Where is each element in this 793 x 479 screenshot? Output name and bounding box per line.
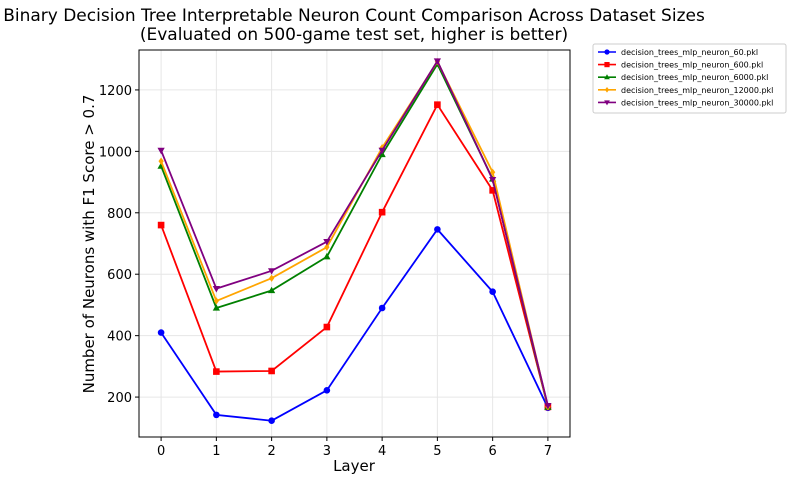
data-point [213,368,220,375]
data-point [378,147,386,155]
data-point [267,268,276,275]
data-point [323,323,331,331]
data-point [434,101,441,108]
x-tick-label: 3 [323,444,331,459]
series-1 [157,101,552,411]
legend-entry-label: decision_trees_mlp_neuron_12000.pkl [621,86,773,95]
y-tick-label: 400 [107,330,132,345]
data-point [213,411,220,419]
legend-entry-label: decision_trees_mlp_neuron_60.pkl [621,48,758,57]
series-4 [157,58,552,410]
data-point [268,367,275,375]
x-tick-label: 0 [157,444,165,459]
data-point [157,147,165,155]
x-tick-label: 7 [544,444,552,459]
y-tick-label: 800 [107,207,132,222]
data-point [489,187,496,194]
y-tick-label: 1000 [99,145,132,160]
series-0 [157,226,552,425]
data-point [158,157,164,165]
chart-title: Binary Decision Tree Interpretable Neuro… [3,6,705,26]
data-point [433,58,442,65]
data-point [267,286,276,294]
legend: decision_trees_mlp_neuron_60.pkl decision… [592,43,787,114]
data-point [489,288,496,296]
x-tick-label: 1 [212,444,220,459]
legend-swatch-marker [604,74,610,80]
legend-swatch-marker [604,49,610,55]
legend-swatch-marker [604,86,610,93]
legend-swatch-marker [604,62,610,68]
data-point [212,304,220,311]
x-tick-label: 5 [433,444,441,459]
series-line [160,102,549,408]
y-tick-label: 600 [107,268,132,283]
data-point [490,168,496,176]
data-point [157,329,165,336]
data-point [157,221,165,229]
data-point [378,304,386,312]
ticks: 0 1 2 3 4 5 6 7 200 400 600 800 1000 1200 [99,84,552,459]
legend-entry-label: decision_trees_mlp_neuron_600.pkl [621,61,763,70]
legend-box [592,43,787,114]
series-line [160,59,549,408]
legend-swatch-marker [604,100,610,106]
data-point [212,286,220,293]
data-point [323,252,331,260]
data-point [323,387,331,394]
y-axis-label: Number of Neurons with F1 Score > 0.7 [80,95,98,394]
data-point [324,243,330,251]
y-tick-label: 200 [107,391,132,406]
x-tick-label: 4 [378,444,386,459]
legend-entry-label: decision_trees_mlp_neuron_30000.pkl [621,98,773,107]
data-point [323,239,331,246]
series-layer [157,58,552,425]
data-point [268,274,275,282]
legend-entry-label: decision_trees_mlp_neuron_6000.pkl [621,73,768,82]
x-tick-label: 6 [489,444,497,459]
data-point [489,176,497,184]
series-line [160,59,549,406]
chart-subtitle: (Evaluated on 500-game test set, higher … [140,25,568,45]
series-line [160,62,549,408]
data-point [378,208,386,216]
data-point [268,417,275,425]
x-tick-label: 2 [267,444,275,459]
data-point [434,226,441,233]
data-point [213,297,219,305]
series-3 [158,58,551,411]
data-point [544,403,552,410]
y-tick-label: 1200 [99,84,132,99]
series-line [160,227,549,422]
plot-area-frame [138,49,571,438]
x-axis-label: Layer [333,457,376,475]
